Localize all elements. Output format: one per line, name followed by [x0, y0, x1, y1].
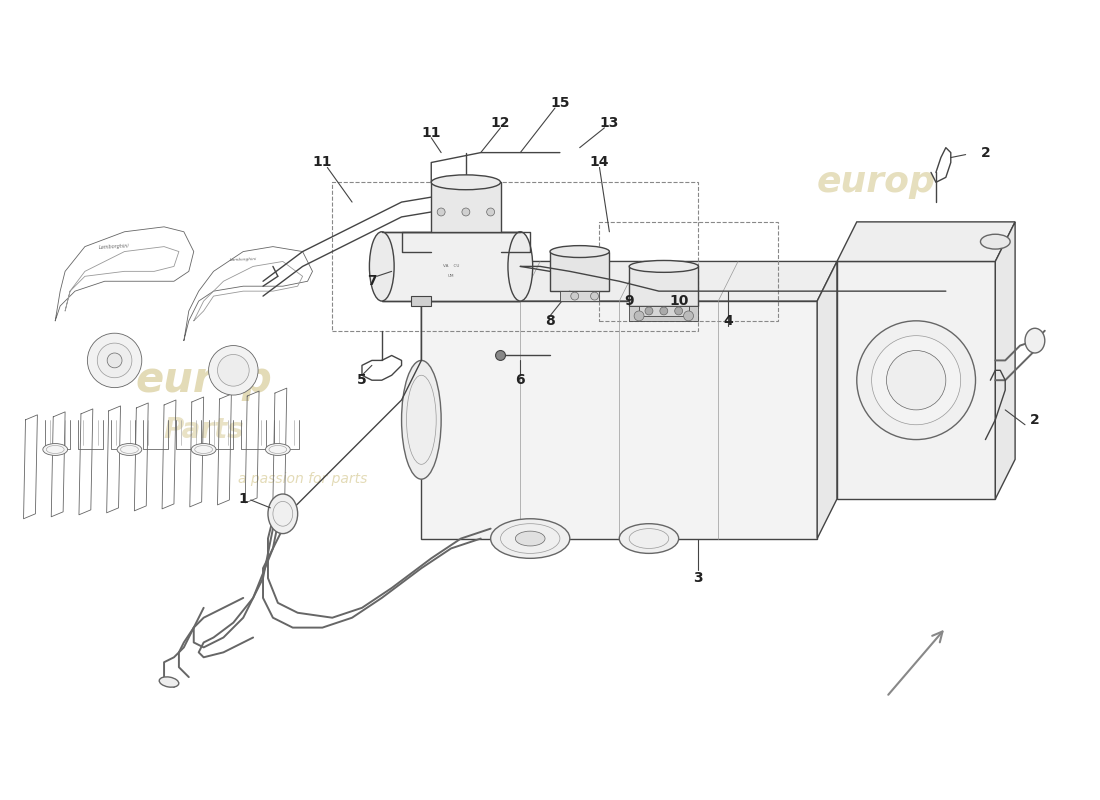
Ellipse shape — [160, 677, 179, 687]
Ellipse shape — [619, 524, 679, 554]
Circle shape — [486, 208, 495, 216]
Circle shape — [683, 311, 693, 321]
Text: 2: 2 — [980, 146, 990, 160]
Ellipse shape — [97, 343, 132, 378]
Ellipse shape — [871, 336, 960, 425]
Polygon shape — [629, 306, 698, 321]
Polygon shape — [421, 301, 817, 538]
Ellipse shape — [43, 443, 67, 455]
Ellipse shape — [218, 354, 250, 386]
Polygon shape — [411, 296, 431, 306]
Bar — [332, 182, 698, 330]
Polygon shape — [431, 182, 500, 232]
Ellipse shape — [107, 353, 122, 368]
Text: 14: 14 — [590, 155, 609, 170]
Text: 6: 6 — [516, 374, 525, 387]
Circle shape — [674, 307, 683, 315]
Polygon shape — [996, 222, 1015, 499]
Text: 10: 10 — [669, 294, 689, 308]
Text: 3: 3 — [694, 571, 703, 585]
Polygon shape — [837, 262, 996, 499]
Circle shape — [591, 292, 598, 300]
Text: 15: 15 — [550, 96, 570, 110]
Text: Lamborghini: Lamborghini — [99, 243, 130, 250]
Text: Parts: Parts — [163, 416, 244, 444]
Circle shape — [645, 307, 653, 315]
Polygon shape — [817, 262, 837, 538]
Ellipse shape — [491, 518, 570, 558]
Text: gas: gas — [873, 225, 939, 258]
Ellipse shape — [268, 494, 298, 534]
Circle shape — [496, 350, 506, 361]
Text: a passion for parts: a passion for parts — [238, 472, 367, 486]
Text: UM: UM — [448, 274, 454, 278]
Polygon shape — [560, 291, 600, 301]
Ellipse shape — [857, 321, 976, 439]
Text: 11: 11 — [421, 126, 441, 140]
Text: 4: 4 — [724, 314, 733, 328]
Circle shape — [462, 208, 470, 216]
Polygon shape — [382, 232, 520, 301]
Ellipse shape — [1025, 328, 1045, 353]
Circle shape — [571, 292, 579, 300]
Text: europ: europ — [135, 359, 272, 402]
Text: 1: 1 — [239, 492, 249, 506]
Ellipse shape — [117, 443, 142, 455]
Text: Lamborghini: Lamborghini — [230, 257, 257, 262]
Ellipse shape — [87, 334, 142, 388]
Circle shape — [437, 208, 446, 216]
Ellipse shape — [887, 350, 946, 410]
Ellipse shape — [402, 361, 441, 479]
Ellipse shape — [629, 261, 698, 272]
Ellipse shape — [431, 175, 500, 190]
Text: 2: 2 — [1030, 413, 1040, 426]
Text: 9: 9 — [625, 294, 634, 308]
Ellipse shape — [980, 234, 1010, 249]
Circle shape — [660, 307, 668, 315]
Text: 12: 12 — [491, 116, 510, 130]
Ellipse shape — [508, 232, 532, 301]
Bar — [600, 222, 778, 321]
Ellipse shape — [209, 346, 258, 395]
Text: europ: europ — [817, 166, 936, 199]
Ellipse shape — [265, 443, 290, 455]
Polygon shape — [837, 222, 1015, 262]
Circle shape — [634, 311, 643, 321]
Text: 11: 11 — [312, 155, 332, 170]
Text: VA    CU: VA CU — [443, 265, 459, 269]
Polygon shape — [421, 262, 837, 301]
Polygon shape — [639, 306, 689, 316]
Text: 7: 7 — [367, 274, 376, 288]
Text: 5: 5 — [358, 374, 367, 387]
Ellipse shape — [550, 246, 609, 258]
Polygon shape — [550, 251, 609, 291]
Ellipse shape — [191, 443, 216, 455]
Ellipse shape — [370, 232, 394, 301]
Text: 13: 13 — [600, 116, 619, 130]
Text: 8: 8 — [546, 314, 554, 328]
Polygon shape — [629, 266, 698, 306]
Ellipse shape — [516, 531, 546, 546]
